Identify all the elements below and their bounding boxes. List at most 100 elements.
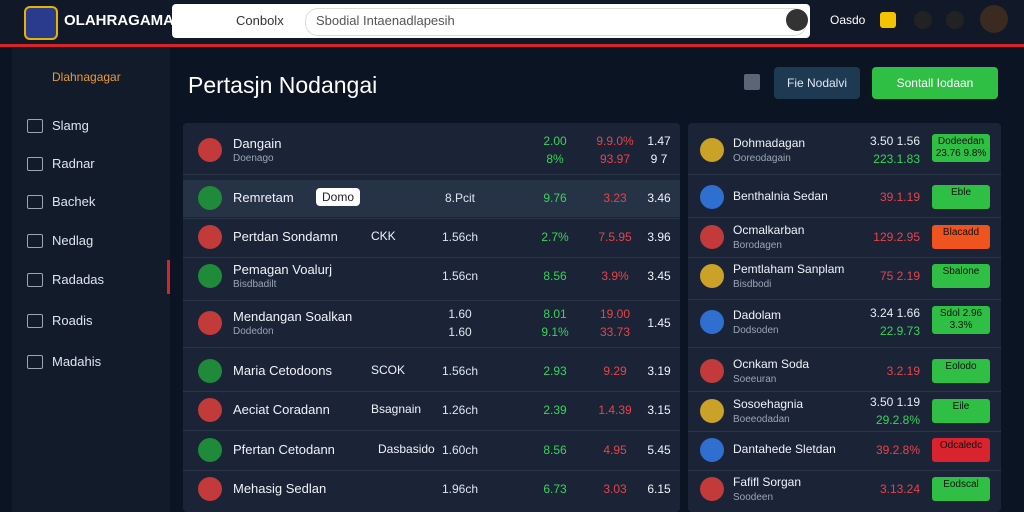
odds-cell[interactable]: 1.47: [647, 134, 671, 148]
sidebar-icon[interactable]: [27, 314, 43, 328]
sidebar-item[interactable]: Bachek: [52, 194, 96, 209]
team-name[interactable]: Ocmalkarban: [733, 223, 805, 237]
add-button[interactable]: [914, 11, 932, 29]
team-name[interactable]: Mehasig Sedlan: [233, 481, 327, 496]
team-name[interactable]: Fafifl Sorgan: [733, 475, 802, 489]
tab[interactable]: Conbolx: [236, 13, 284, 28]
sidebar-icon[interactable]: [27, 157, 43, 171]
odds-cell[interactable]: 2.39: [543, 403, 567, 417]
odds-cell[interactable]: 9.9.0%: [596, 134, 634, 148]
sidebar-icon[interactable]: [27, 119, 43, 133]
odds-cell[interactable]: 2.7%: [541, 230, 569, 244]
odds-cell[interactable]: 93.97: [599, 152, 631, 166]
odds[interactable]: 3.2.19: [886, 364, 920, 378]
odds-cell[interactable]: 2.93: [543, 364, 567, 378]
team-name[interactable]: Pemtlaham Sanplam: [733, 262, 845, 276]
odds-cell[interactable]: 3.46: [647, 191, 671, 205]
bet-button[interactable]: Odcaledc: [932, 438, 990, 462]
odds-cell[interactable]: 9 7: [650, 152, 668, 166]
odds-cell[interactable]: 3.15: [647, 403, 671, 417]
odds-cell[interactable]: 8.Pcit: [444, 191, 475, 205]
team-name[interactable]: Pemagan Voalurj: [233, 262, 333, 277]
odds-cell[interactable]: 1.60: [448, 307, 472, 321]
secondary-button[interactable]: Fie Nodalvi: [774, 67, 860, 99]
team-name[interactable]: Benthalnia Sedan: [733, 189, 828, 203]
odds-cell[interactable]: 1.56ch: [441, 230, 479, 244]
team-name[interactable]: Pfertan Cetodann: [233, 442, 335, 457]
icon[interactable]: [744, 74, 760, 90]
team-name[interactable]: Dohmadagan: [733, 136, 806, 150]
odds-cell[interactable]: 1.4.39: [598, 403, 632, 417]
notification[interactable]: [880, 12, 896, 28]
sidebar-item[interactable]: Madahis: [52, 354, 102, 369]
odds-cell[interactable]: 8.56: [543, 443, 567, 457]
team-tag[interactable]: CKK: [371, 229, 396, 243]
bet-button[interactable]: Eile: [932, 399, 990, 423]
sidebar-item[interactable]: Radnar: [52, 156, 95, 171]
odds-cell[interactable]: 6.73: [543, 482, 567, 496]
odds-cell[interactable]: 5.45: [647, 443, 671, 457]
odds[interactable]: 22.9.73: [879, 324, 920, 338]
team-name[interactable]: Mendangan Soalkan: [233, 309, 353, 324]
profile[interactable]: [980, 5, 1008, 33]
team-name[interactable]: Aeciat Coradann: [233, 402, 330, 417]
team-name[interactable]: Ocnkam Soda: [733, 357, 810, 371]
odds-cell[interactable]: 3.03: [603, 482, 627, 496]
team-tag[interactable]: Dasbasido: [378, 442, 435, 456]
odds-cell[interactable]: 6.15: [647, 482, 671, 496]
odds-cell[interactable]: 8.01: [543, 307, 567, 321]
settings-button[interactable]: [946, 11, 964, 29]
team-tag[interactable]: Domo: [316, 188, 361, 206]
odds-cell[interactable]: 2.00: [543, 134, 567, 148]
odds-cell[interactable]: 7.5.95: [598, 230, 632, 244]
odds-cell[interactable]: 3.9%: [601, 269, 629, 283]
odds[interactable]: 75 2.19: [879, 269, 920, 283]
sidebar-item[interactable]: Slamg: [52, 118, 89, 133]
team-name[interactable]: Pertdan Sondamn: [233, 229, 338, 244]
odds[interactable]: 29.2.8%: [875, 413, 920, 427]
odds-cell[interactable]: 1.96ch: [441, 482, 479, 496]
team-name[interactable]: Sosoehagnia: [733, 397, 804, 411]
team-tag[interactable]: SCOK: [371, 363, 406, 377]
sidebar-item[interactable]: Nedlag: [52, 233, 94, 248]
team-name[interactable]: Dadolam: [733, 308, 782, 322]
bet-button[interactable]: Dodeedan 23.76 9.8%: [932, 134, 990, 162]
bet-button[interactable]: Blacadd: [932, 225, 990, 249]
odds-cell[interactable]: 1.56cn: [441, 269, 479, 283]
bet-button[interactable]: Eolodo: [932, 359, 990, 383]
odds[interactable]: 3.50 1.19: [869, 395, 920, 409]
odds-cell[interactable]: 1.60ch: [441, 443, 479, 457]
odds[interactable]: 129.2.95: [873, 230, 920, 244]
bet-button[interactable]: Eble: [932, 185, 990, 209]
team-name[interactable]: Dangain: [233, 136, 282, 151]
brand[interactable]: OLAHRAGAMA: [64, 12, 174, 29]
odds[interactable]: 39.1.19: [879, 190, 920, 204]
odds-cell[interactable]: 1.26ch: [441, 403, 479, 417]
odds-cell[interactable]: 9.1%: [541, 325, 569, 339]
odds[interactable]: 223.1.83: [873, 152, 920, 166]
odds-cell[interactable]: 9.76: [543, 191, 567, 205]
bet-button[interactable]: Sdol 2.96 3.3%: [932, 306, 990, 334]
odds-cell[interactable]: 33.73: [599, 325, 631, 339]
odds-cell[interactable]: 8%: [546, 152, 564, 166]
sidebar-heading[interactable]: Dlahnagagar: [52, 70, 121, 84]
odds-cell[interactable]: 3.96: [647, 230, 671, 244]
odds-cell[interactable]: 4.95: [603, 443, 627, 457]
user-label[interactable]: Oasdo: [830, 13, 866, 27]
odds-cell[interactable]: 1.60: [448, 325, 472, 339]
odds-cell[interactable]: 1.45: [647, 316, 671, 330]
bet-button[interactable]: Sbalone: [932, 264, 990, 288]
odds-cell[interactable]: 1.56ch: [441, 364, 479, 378]
odds-cell[interactable]: 3.19: [647, 364, 671, 378]
sidebar-icon[interactable]: [27, 234, 43, 248]
odds[interactable]: 3.50 1.56: [869, 134, 920, 148]
odds[interactable]: 3.24 1.66: [869, 306, 920, 320]
team-tag[interactable]: Bsagnain: [371, 402, 422, 416]
team-name[interactable]: Maria Cetodoons: [233, 363, 332, 378]
odds-cell[interactable]: 3.23: [603, 191, 627, 205]
odds-cell[interactable]: 8.56: [543, 269, 567, 283]
odds-cell[interactable]: 9.29: [603, 364, 627, 378]
avatar[interactable]: [786, 9, 808, 31]
odds-cell[interactable]: 19.00: [599, 307, 631, 321]
bet-button[interactable]: Eodscal: [932, 477, 990, 501]
